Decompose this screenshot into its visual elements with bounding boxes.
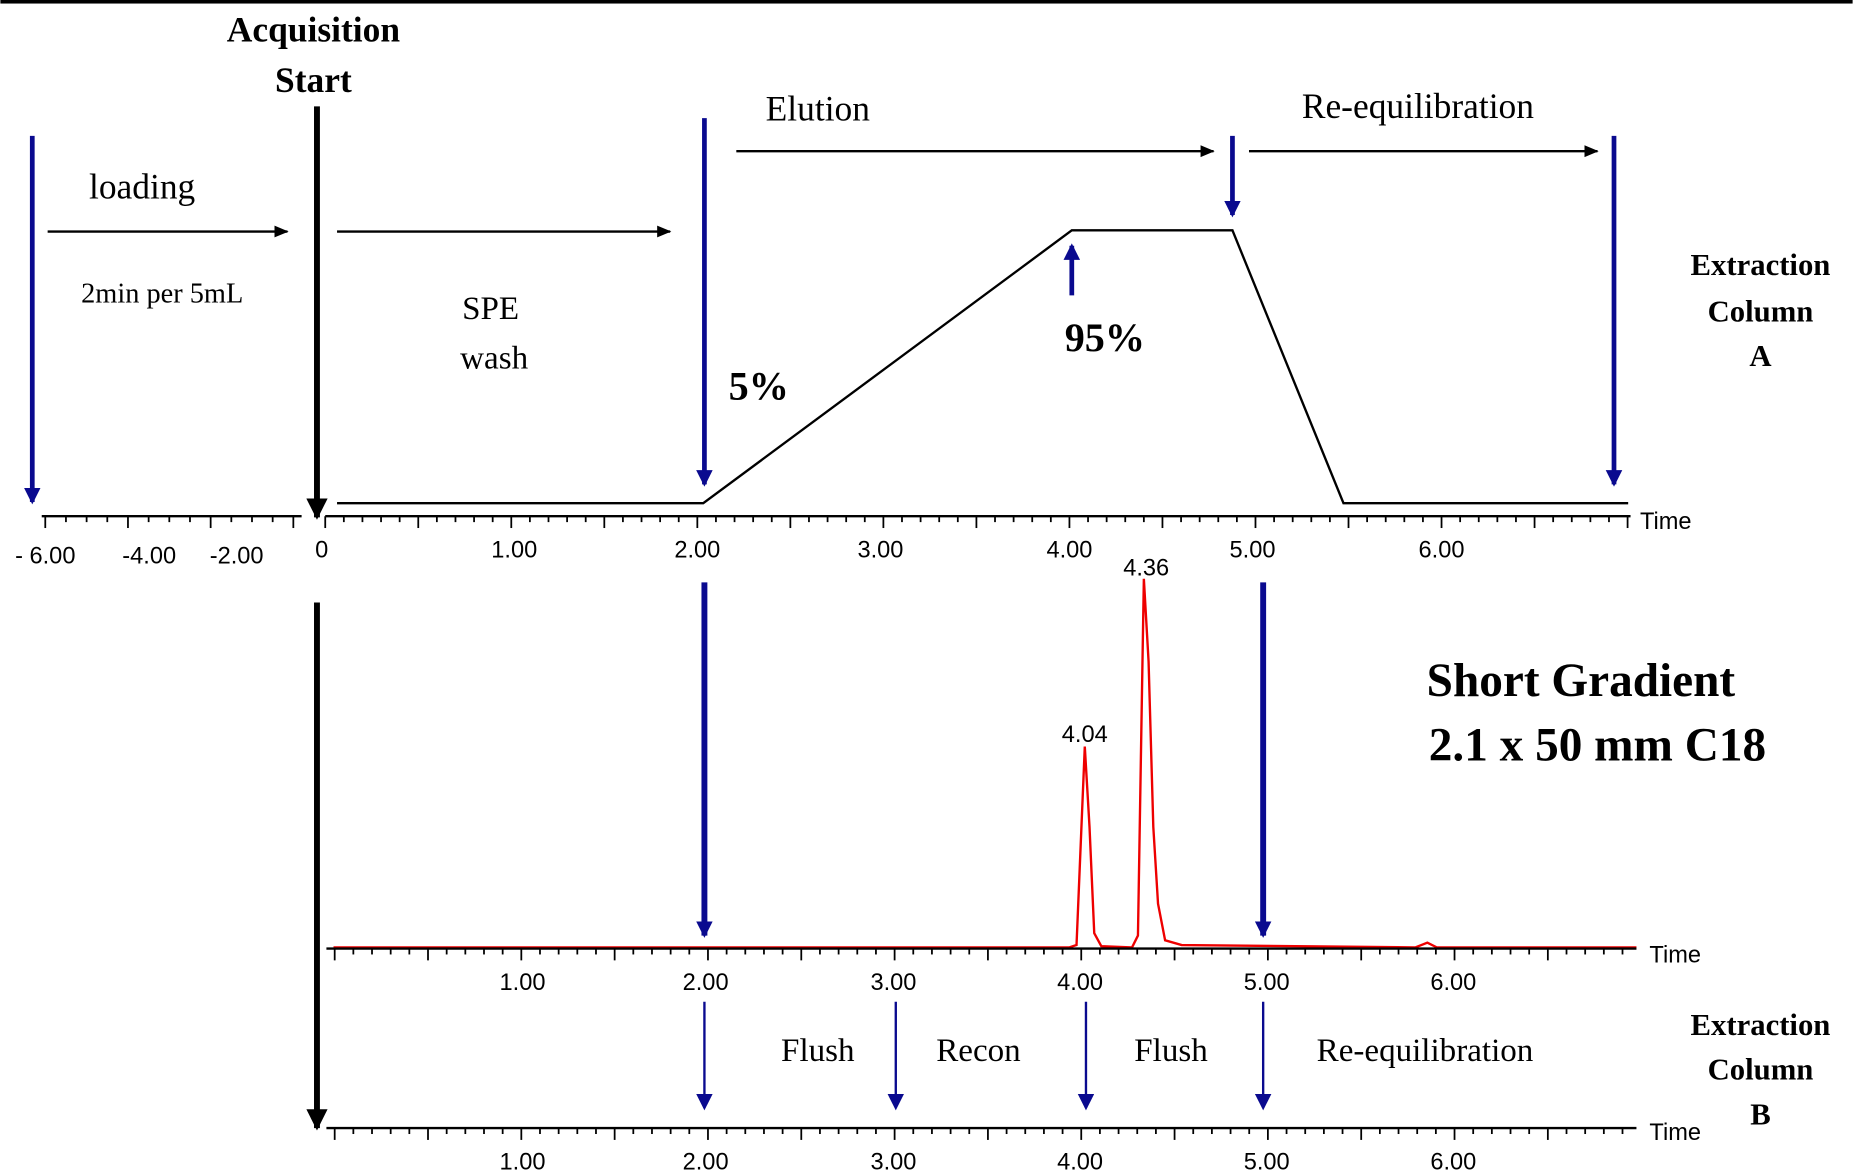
phase-label: Flush — [1134, 1033, 1208, 1069]
axis — [41, 515, 1631, 529]
tick-label: -4.00 — [122, 543, 176, 569]
event-arrows — [24, 118, 1623, 505]
gradient-label: 95% — [1065, 315, 1145, 360]
tick-label: 2.00 — [683, 1149, 729, 1173]
phase-label: loading — [89, 166, 196, 206]
phase-label: SPE — [462, 291, 519, 327]
axis — [326, 1126, 1637, 1140]
tick-label: 1.00 — [500, 1149, 546, 1173]
tick-label: 2.00 — [674, 538, 720, 564]
gradient-profile — [337, 229, 1629, 505]
tick-label: 3.00 — [870, 1149, 916, 1173]
tick-label: 3.00 — [870, 970, 916, 996]
phase-label: wash — [460, 341, 528, 377]
tick-label: - 6.00 — [15, 543, 75, 569]
acq-label: Start — [275, 60, 352, 100]
tick-label: 1.00 — [500, 970, 546, 996]
peak-label: 4.04 — [1062, 722, 1108, 748]
column-label: B — [1750, 1098, 1770, 1132]
tick-labels: 1.00 2.00 3.00 4.00 5.00 6.00 — [500, 1149, 1477, 1173]
tick-label: 2.00 — [683, 970, 729, 996]
phase-label: Re-equilibration — [1317, 1033, 1534, 1069]
tick-label: 4.00 — [1057, 1149, 1103, 1173]
event-arrows — [696, 1001, 1272, 1111]
column-label: Column — [1708, 294, 1814, 328]
acq-label: Acquisition — [227, 9, 401, 49]
phase-labels: Flush Recon Flush Re-equilibration — [781, 1033, 1534, 1069]
tick-labels: 1.00 2.00 3.00 4.00 5.00 6.00 — [500, 970, 1477, 996]
column-label: A — [1749, 339, 1771, 373]
tick-labels: - 6.00 -4.00 -2.00 0 1.00 2.00 3.00 4.00… — [15, 538, 1464, 570]
tick-label: 5.00 — [1244, 970, 1290, 996]
axis-title: Time — [1649, 943, 1701, 969]
tick-label: 1.00 — [491, 538, 537, 564]
phase-label: Recon — [936, 1033, 1021, 1069]
tick-label: -2.00 — [210, 543, 264, 569]
tick-label: 5.00 — [1244, 1149, 1290, 1173]
column-label: Extraction — [1691, 1008, 1831, 1042]
axis-title: Time — [1640, 509, 1692, 535]
axis — [326, 947, 1637, 961]
tick-label: 6.00 — [1430, 1149, 1476, 1173]
top-border — [0, 0, 1853, 4]
tick-label: 3.00 — [857, 538, 903, 564]
phase-label: Re-equilibration — [1302, 86, 1534, 126]
event-arrows — [696, 582, 1272, 938]
column-label: Column — [1708, 1053, 1814, 1087]
chromatogram-title: 2.1 x 50 mm C18 — [1429, 720, 1766, 772]
tick-label: 4.00 — [1046, 538, 1092, 564]
phase-label: Elution — [766, 88, 871, 128]
chromatogram-title: Short Gradient — [1427, 655, 1736, 707]
column-label: Extraction — [1691, 248, 1831, 282]
tick-label: 5.00 — [1230, 538, 1276, 564]
axis-title: Time — [1649, 1120, 1701, 1146]
tick-label: 4.00 — [1057, 970, 1103, 996]
phase-label: Flush — [781, 1033, 855, 1069]
peak-label: 4.36 — [1123, 555, 1169, 581]
tick-label: 6.00 — [1430, 970, 1476, 996]
phase-note: 2min per 5mL — [81, 278, 243, 309]
tick-label: 0 — [315, 538, 328, 564]
gradient-label: 5% — [729, 363, 789, 408]
tick-label: 6.00 — [1419, 538, 1465, 564]
